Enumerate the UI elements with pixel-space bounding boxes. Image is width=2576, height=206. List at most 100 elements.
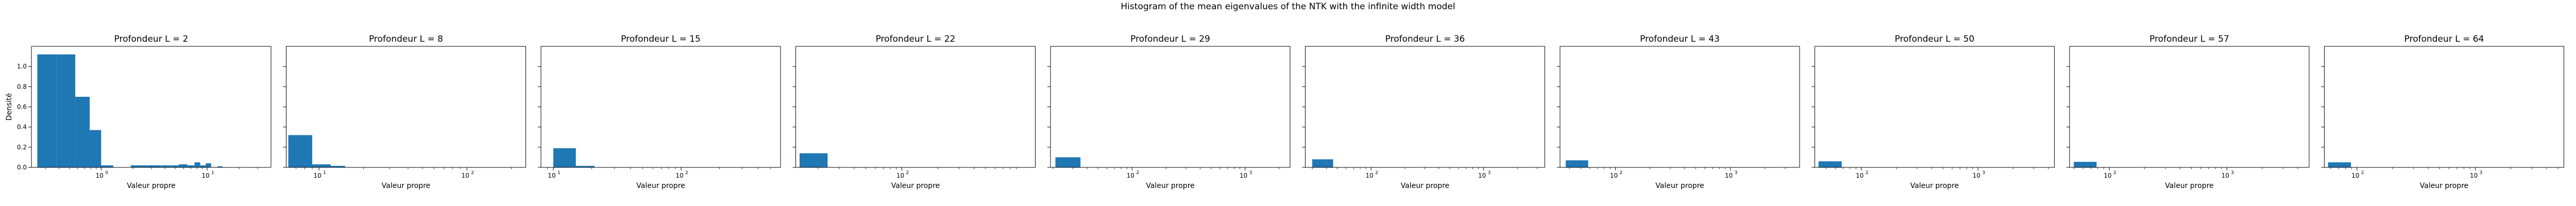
histogram-bar bbox=[56, 54, 76, 168]
histogram-bar bbox=[553, 148, 576, 167]
y-tick-label: 0.8 bbox=[17, 83, 27, 90]
x-axis-label: Valeur propre bbox=[382, 182, 431, 190]
histogram-bar bbox=[2328, 162, 2351, 167]
x-axis-label: Valeur propre bbox=[636, 182, 685, 190]
histogram-bar bbox=[288, 135, 313, 167]
y-tick-label: 0.2 bbox=[17, 144, 27, 151]
x-tick-exponent: 2 bbox=[471, 170, 474, 176]
histogram-bars bbox=[799, 153, 828, 167]
x-tick-exponent: 2 bbox=[1619, 170, 1622, 176]
panel-title: Profondeur L = 57 bbox=[2149, 34, 2229, 44]
x-tick-exponent: 3 bbox=[2231, 170, 2234, 176]
x-axis-label: Valeur propre bbox=[1146, 182, 1195, 190]
panel-title: Profondeur L = 22 bbox=[876, 34, 956, 44]
histogram-bar bbox=[170, 165, 179, 167]
histogram-bar bbox=[37, 54, 57, 168]
x-tick-exponent: 3 bbox=[1982, 170, 1985, 176]
axes-frame bbox=[1815, 46, 2055, 168]
histogram-bar bbox=[101, 165, 113, 167]
x-tick-exponent: 2 bbox=[2361, 170, 2364, 176]
x-tick-label: 10 bbox=[896, 172, 904, 179]
x-axis-label: Valeur propre bbox=[2165, 182, 2214, 190]
histogram-bar bbox=[1312, 159, 1333, 167]
x-axis-label: Valeur propre bbox=[891, 182, 940, 190]
axes-frame bbox=[540, 46, 781, 168]
x-tick-label: 10 bbox=[2222, 172, 2229, 179]
y-tick-label: 0.4 bbox=[17, 124, 27, 131]
x-tick-exponent: 3 bbox=[1735, 170, 1738, 176]
x-tick-exponent: 2 bbox=[2113, 170, 2116, 176]
histogram-bar bbox=[200, 165, 206, 167]
histogram-bars bbox=[1818, 161, 1842, 167]
panel-title: Profondeur L = 15 bbox=[621, 34, 701, 44]
x-tick-label: 10 bbox=[1478, 172, 1486, 179]
histogram-bar bbox=[90, 130, 101, 167]
histogram-bar bbox=[206, 163, 211, 167]
histogram-bars bbox=[1312, 159, 1333, 167]
x-tick-label: 10 bbox=[1610, 172, 1618, 179]
panel-title: Profondeur L = 36 bbox=[1385, 34, 1465, 44]
x-tick-label: 10 bbox=[96, 172, 104, 179]
minor-ticks bbox=[296, 167, 512, 169]
histogram-bar bbox=[312, 164, 331, 167]
x-tick-exponent: 3 bbox=[1249, 170, 1252, 176]
x-tick-label: 10 bbox=[201, 172, 209, 179]
axes-frame bbox=[1560, 46, 1800, 168]
minor-ticks bbox=[2073, 167, 2298, 169]
x-tick-exponent: 2 bbox=[1866, 170, 1869, 176]
x-tick-label: 10 bbox=[2104, 172, 2111, 179]
x-tick-exponent: 1 bbox=[557, 170, 561, 176]
panel-title: Profondeur L = 64 bbox=[2404, 34, 2484, 44]
x-tick-label: 10 bbox=[2351, 172, 2359, 179]
histogram-bar bbox=[194, 162, 200, 167]
histogram-bar bbox=[161, 165, 171, 167]
histogram-bar bbox=[2074, 162, 2097, 167]
x-tick-label: 10 bbox=[1973, 172, 1980, 179]
axes-frame bbox=[286, 46, 526, 168]
y-tick-label: 0.6 bbox=[17, 104, 27, 111]
x-tick-label: 10 bbox=[2470, 172, 2478, 179]
histogram-bars bbox=[553, 148, 595, 167]
x-tick-exponent: 1 bbox=[211, 170, 214, 176]
histogram-bar bbox=[1055, 157, 1081, 167]
x-tick-exponent: 0 bbox=[105, 170, 108, 176]
panel-title: Profondeur L = 50 bbox=[1895, 34, 1975, 44]
histogram-bars bbox=[37, 54, 223, 168]
x-tick-exponent: 1 bbox=[323, 170, 326, 176]
x-tick-label: 10 bbox=[548, 172, 555, 179]
y-axis-label: Densité bbox=[5, 93, 13, 121]
minor-ticks bbox=[1569, 167, 1786, 169]
x-tick-label: 10 bbox=[1856, 172, 1863, 179]
minor-ticks bbox=[1312, 167, 1538, 169]
x-tick-exponent: 2 bbox=[906, 170, 909, 176]
panel-title: Profondeur L = 8 bbox=[369, 34, 443, 44]
histogram-bar bbox=[799, 153, 828, 167]
x-tick-label: 10 bbox=[1240, 172, 1247, 179]
axes-frame bbox=[1305, 46, 1545, 168]
axes-frame bbox=[2069, 46, 2310, 168]
histogram-bars bbox=[1055, 157, 1081, 167]
x-tick-label: 10 bbox=[1366, 172, 1374, 179]
histogram-bar bbox=[141, 165, 152, 167]
histogram-bar bbox=[187, 165, 195, 167]
histogram-bar bbox=[1818, 161, 1842, 167]
histogram-bars bbox=[1566, 160, 1588, 167]
histogram-bar bbox=[130, 165, 142, 167]
axes-frame bbox=[1050, 46, 1291, 168]
histogram-bar bbox=[330, 166, 345, 167]
minor-ticks bbox=[2330, 167, 2558, 169]
minor-ticks bbox=[818, 167, 1016, 169]
x-axis-label: Valeur propre bbox=[1655, 182, 1704, 190]
minor-ticks bbox=[45, 167, 258, 169]
x-tick-label: 10 bbox=[1127, 172, 1134, 179]
axes-frame bbox=[2324, 46, 2564, 168]
y-tick-label: 0.0 bbox=[17, 164, 27, 171]
